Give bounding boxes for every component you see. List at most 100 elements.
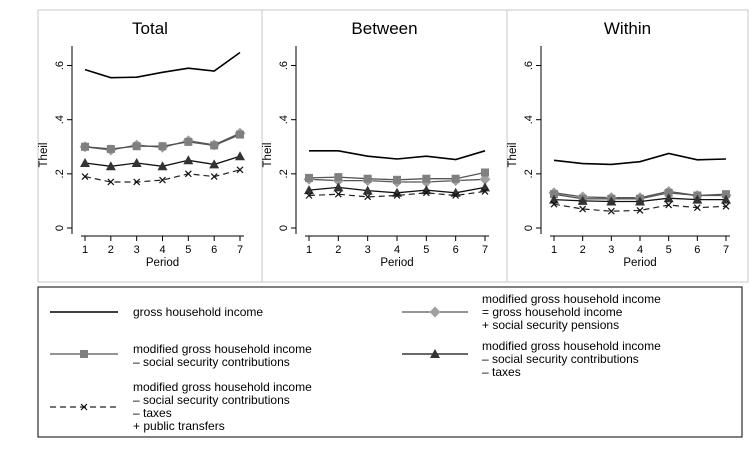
data-point: [693, 204, 701, 212]
legend-box: [37, 286, 743, 438]
data-point: [184, 137, 193, 146]
data-point: [450, 187, 461, 197]
x-tick-label: 1: [82, 244, 88, 256]
legend-label: gross household income: [133, 305, 263, 319]
legend-key-marker: [80, 350, 88, 358]
data-point: [393, 192, 401, 199]
data-point: [577, 195, 588, 205]
x-tick-label: 1: [551, 244, 557, 256]
y-axis-label: Theil: [38, 143, 50, 168]
data-point: [184, 170, 192, 178]
legend-label: – social security contributions: [133, 355, 290, 369]
data-point: [392, 187, 402, 197]
y-tick-label: .4: [278, 115, 290, 124]
legend-label: = gross household income: [482, 305, 623, 319]
x-tick-label: 1: [306, 244, 312, 256]
data-point: [80, 158, 90, 168]
legend-label: + public transfers: [133, 419, 225, 433]
data-point: [481, 188, 489, 195]
data-point: [210, 173, 218, 180]
data-point: [550, 200, 558, 208]
x-tick-label: 6: [453, 244, 459, 256]
data-point: [133, 178, 141, 186]
data-point: [236, 130, 244, 139]
legend-key-marker: [429, 306, 441, 318]
data-point: [334, 190, 342, 198]
legend-key-marker: [430, 349, 440, 358]
x-tick-label: 7: [237, 244, 243, 256]
x-tick-label: 2: [108, 244, 114, 256]
panel-between: Between 0 .2 .4 .6 Theil 1 2 3 4 5 6 7 Period: [261, 9, 508, 283]
data-point: [159, 176, 166, 184]
data-point: [579, 205, 587, 213]
data-point: [236, 166, 244, 174]
series-line-0: [553, 152, 727, 166]
data-point: [105, 161, 116, 171]
data-point: [362, 185, 373, 195]
legend: gross household income modified gross hou…: [37, 286, 743, 438]
x-tick-label: 3: [608, 244, 614, 256]
legend-label: – social security contributions: [482, 352, 639, 366]
panel-total: Total 0 .2 .4 .6 Theil 1 2 3 4 5 6 7 Period: [37, 9, 263, 283]
series-line-0: [309, 150, 486, 161]
legend-label: – social security contributions: [133, 393, 290, 407]
legend-label: – taxes: [482, 365, 521, 379]
y-tick-label: .2: [54, 169, 66, 178]
x-axis-label: Period: [380, 257, 413, 269]
y-tick-label: 0: [278, 225, 290, 231]
data-point: [81, 142, 89, 151]
legend-label: – taxes: [133, 406, 172, 420]
y-tick-label: .6: [54, 61, 66, 70]
data-point: [363, 174, 372, 183]
data-point: [106, 144, 115, 153]
x-axis-label: Period: [623, 257, 656, 269]
legend-label: modified gross household income: [482, 292, 661, 306]
data-point: [479, 173, 491, 185]
x-axis-label: Period: [146, 257, 179, 269]
legend-label: + social security pensions: [482, 318, 619, 332]
x-tick-label: 4: [637, 244, 643, 256]
panel-title: Between: [351, 19, 417, 38]
x-tick-label: 6: [211, 244, 217, 256]
data-point: [635, 196, 645, 206]
data-point: [333, 182, 344, 192]
data-point: [81, 173, 89, 180]
x-tick-label: 5: [185, 244, 191, 256]
data-point: [692, 194, 703, 204]
data-point: [665, 201, 673, 209]
x-tick-label: 5: [666, 244, 672, 256]
data-point: [158, 142, 167, 151]
data-point: [607, 207, 615, 215]
data-point: [235, 151, 245, 161]
x-tick-label: 5: [423, 244, 429, 256]
data-point: [210, 141, 219, 150]
data-point: [422, 174, 431, 183]
x-tick-label: 4: [159, 244, 165, 256]
x-tick-label: 7: [723, 244, 729, 256]
data-point: [304, 185, 314, 195]
legend-label: modified gross household income: [133, 342, 312, 356]
legend-label: modified gross household income: [482, 339, 661, 353]
x-tick-label: 3: [365, 244, 371, 256]
y-tick-label: .2: [523, 169, 535, 178]
panel-frame: [506, 9, 749, 283]
data-point: [606, 196, 617, 206]
y-tick-label: .6: [278, 61, 290, 70]
legend-label: modified gross household income: [133, 380, 312, 394]
data-point: [663, 193, 674, 203]
data-point: [452, 192, 460, 199]
data-point: [664, 188, 673, 197]
data-point: [422, 189, 430, 197]
data-point: [364, 193, 372, 201]
data-point: [131, 158, 142, 168]
data-point: [334, 173, 343, 182]
y-tick-label: 0: [523, 225, 535, 231]
data-point: [157, 161, 168, 171]
series-line-0: [84, 51, 241, 79]
x-tick-label: 4: [394, 244, 400, 256]
x-tick-label: 3: [134, 244, 140, 256]
data-point: [550, 190, 558, 199]
data-point: [305, 173, 313, 182]
y-tick-label: .4: [523, 115, 535, 124]
